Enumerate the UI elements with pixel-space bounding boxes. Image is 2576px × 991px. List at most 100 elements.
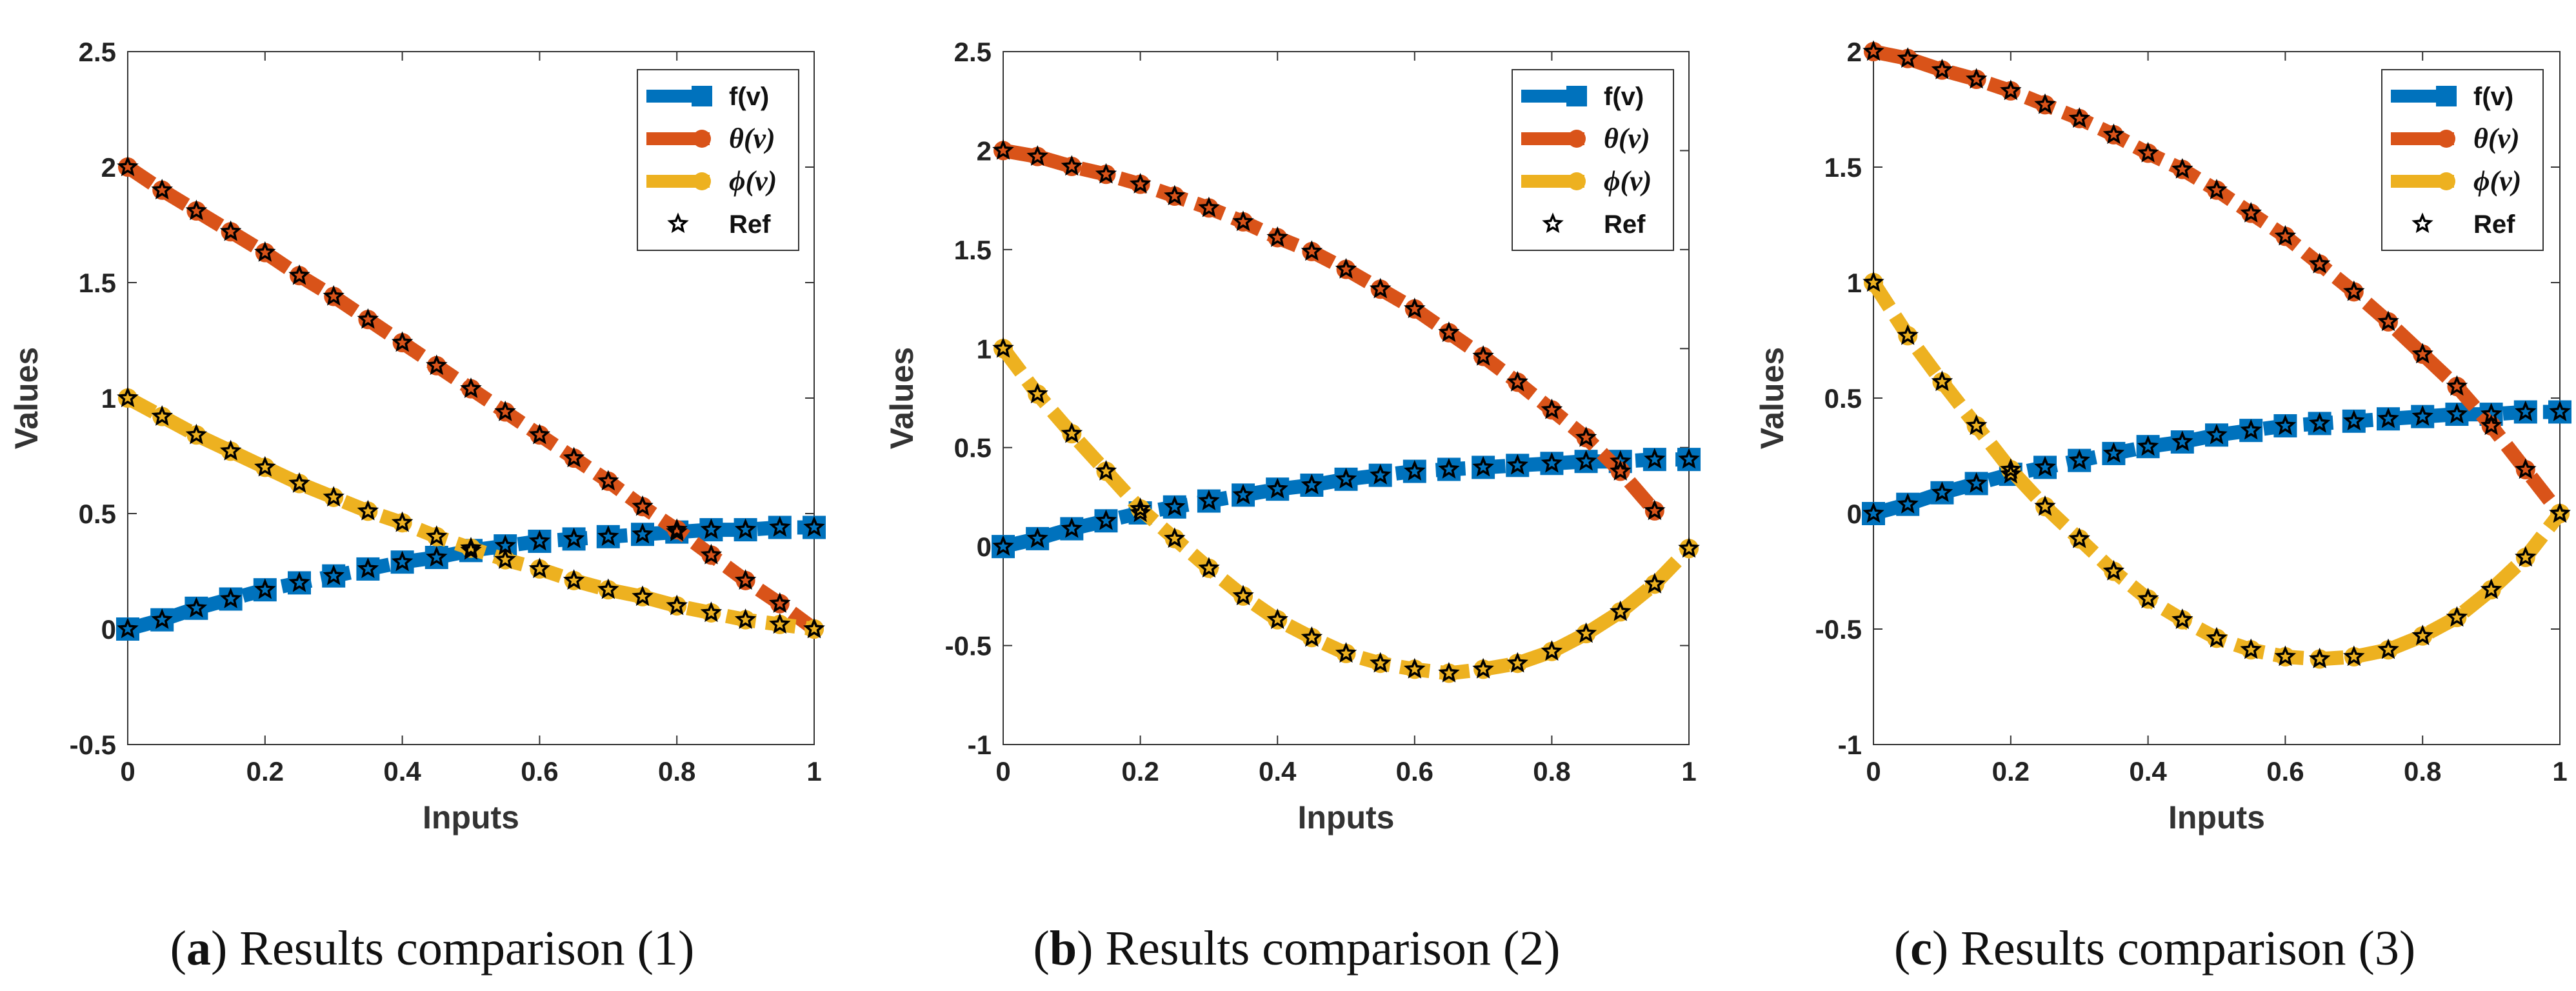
ref-star-marker bbox=[254, 455, 276, 477]
ref-star-marker bbox=[2137, 587, 2159, 608]
ref-star-marker bbox=[426, 546, 448, 567]
ref-star-marker bbox=[528, 530, 551, 551]
ref-star-marker bbox=[2000, 79, 2022, 101]
ref-star-marker bbox=[2240, 638, 2262, 659]
ref-star-marker bbox=[1061, 155, 1083, 176]
ref-star-marker bbox=[1862, 40, 1884, 61]
ref-star-marker bbox=[632, 585, 654, 606]
legend-item: ϕ(v) bbox=[1521, 165, 1652, 197]
ref-star-marker bbox=[563, 446, 585, 468]
legend-label: Ref bbox=[1604, 210, 1646, 239]
y-tick-label: 0.5 bbox=[79, 499, 116, 529]
ref-star-marker bbox=[1438, 661, 1460, 683]
legend-swatch-marker bbox=[1566, 86, 1587, 106]
ref-star-marker bbox=[426, 354, 448, 375]
legend-item: ϕ(v) bbox=[2391, 165, 2521, 197]
ref-star-marker bbox=[185, 199, 208, 221]
y-tick-label: 1 bbox=[977, 334, 992, 364]
ref-star-marker bbox=[734, 608, 757, 629]
ref-star-marker bbox=[323, 486, 344, 507]
ref-star-marker bbox=[1301, 240, 1323, 261]
ref-star-marker bbox=[151, 179, 173, 199]
ref-star-marker bbox=[2343, 410, 2365, 430]
ref-star-marker bbox=[1198, 557, 1220, 578]
ref-star-marker bbox=[2343, 645, 2365, 666]
legend-swatch-marker bbox=[693, 130, 711, 148]
ref-star-marker bbox=[632, 523, 654, 544]
x-tick-label: 0.8 bbox=[1533, 756, 1570, 786]
ref-star-marker bbox=[597, 470, 619, 491]
ref-star-marker bbox=[1897, 493, 1919, 514]
ref-star-marker bbox=[563, 569, 585, 590]
legend-label: ϕ(v) bbox=[2473, 165, 2521, 197]
panel-a: 0 0.2 0.4 0.6 0.8 1-0.500.511.522.5InputsValu… bbox=[8, 37, 826, 976]
ref-star-marker bbox=[391, 550, 414, 572]
ref-star-marker bbox=[1541, 640, 1563, 661]
x-tick-label: 0.4 bbox=[2129, 756, 2167, 786]
series-ref bbox=[992, 139, 1700, 683]
legend-label: f(v) bbox=[729, 83, 769, 111]
series-ref bbox=[1862, 40, 2571, 668]
ref-star-marker bbox=[2206, 626, 2228, 648]
ref-star-marker bbox=[151, 608, 173, 629]
panel-b: 0 0.2 0.4 0.6 0.8 1 -1 -0.5 0 0.5 1 1.5 2 2.5 Inputs Va… bbox=[884, 37, 1701, 976]
ref-star-marker bbox=[1335, 257, 1357, 279]
x-tick-label: 0.6 bbox=[2266, 756, 2304, 786]
ref-star-marker bbox=[357, 308, 379, 329]
ref-star-marker bbox=[1026, 383, 1048, 404]
ref-star-marker bbox=[1095, 509, 1117, 530]
ref-star-marker bbox=[1164, 185, 1186, 206]
legend-item: θ(v) bbox=[2391, 123, 2520, 154]
ref-star-marker bbox=[528, 557, 551, 579]
ref-star-marker bbox=[219, 587, 242, 608]
ref-star-marker bbox=[2377, 407, 2399, 428]
ref-star-marker bbox=[769, 613, 791, 634]
series-ref bbox=[117, 155, 825, 639]
ref-star-marker bbox=[1404, 297, 1426, 319]
ref-star-marker bbox=[2274, 645, 2297, 666]
x-tick-label: 0 bbox=[120, 756, 135, 786]
legend-swatch-marker bbox=[2437, 172, 2455, 190]
ref-star-marker bbox=[992, 535, 1014, 556]
legend-item: f(v) bbox=[2391, 83, 2513, 111]
x-tick-label: 0 bbox=[995, 756, 1010, 786]
ref-star-marker bbox=[2000, 463, 2022, 484]
ref-star-marker bbox=[2172, 430, 2193, 452]
ref-star-marker bbox=[2515, 546, 2537, 567]
legend-swatch-marker bbox=[693, 172, 711, 190]
y-tick-label: -1 bbox=[1838, 730, 1862, 760]
ref-star-marker bbox=[769, 516, 791, 537]
ref-star-marker bbox=[2377, 638, 2399, 659]
ref-star-marker bbox=[2034, 455, 2056, 477]
ref-star-marker bbox=[700, 601, 723, 623]
ref-star-marker bbox=[1095, 459, 1117, 481]
ref-star-marker bbox=[1335, 642, 1357, 663]
ref-star-marker bbox=[1965, 68, 1988, 89]
ref-star-marker bbox=[1129, 501, 1152, 523]
ref-star-marker bbox=[2549, 400, 2571, 421]
panel-c: 0 0.2 0.4 0.6 0.8 1 -1 -0.5 0 0.5 1 1.5 2 Inputs Value… bbox=[1754, 37, 2571, 976]
y-tick-label: 2 bbox=[1847, 37, 1862, 67]
y-axis-label: Values bbox=[8, 347, 45, 449]
legend-label: ϕ(v) bbox=[729, 165, 777, 197]
panel-a-plot: 0 0.2 0.4 0.6 0.8 1-0.500.511.522.5InputsValu… bbox=[8, 37, 826, 836]
legend-label: ϕ(v) bbox=[1604, 165, 1652, 197]
legend-label: θ(v) bbox=[1604, 123, 1650, 154]
ref-star-marker bbox=[323, 565, 344, 585]
panel-a-caption: (a) Results comparison (1) bbox=[170, 921, 695, 976]
ref-star-marker bbox=[2034, 495, 2056, 516]
legend-swatch-marker bbox=[1568, 130, 1586, 148]
y-tick-label: 1.5 bbox=[79, 268, 116, 298]
y-tick-label: 1 bbox=[101, 383, 116, 414]
ref-star-marker bbox=[1541, 452, 1563, 473]
ref-star-marker bbox=[2343, 280, 2365, 301]
ref-star-marker bbox=[288, 472, 310, 493]
ref-star-marker bbox=[1164, 496, 1186, 517]
y-tick-label: 0.5 bbox=[1824, 383, 1862, 414]
legend-swatch-marker bbox=[2411, 212, 2433, 234]
ref-star-marker bbox=[2549, 502, 2571, 523]
ref-star-marker bbox=[219, 439, 242, 461]
y-tick-label: 1.5 bbox=[1824, 152, 1862, 183]
y-tick-label: -0.5 bbox=[1815, 614, 1862, 645]
x-tick-label: 0.2 bbox=[1121, 756, 1159, 786]
